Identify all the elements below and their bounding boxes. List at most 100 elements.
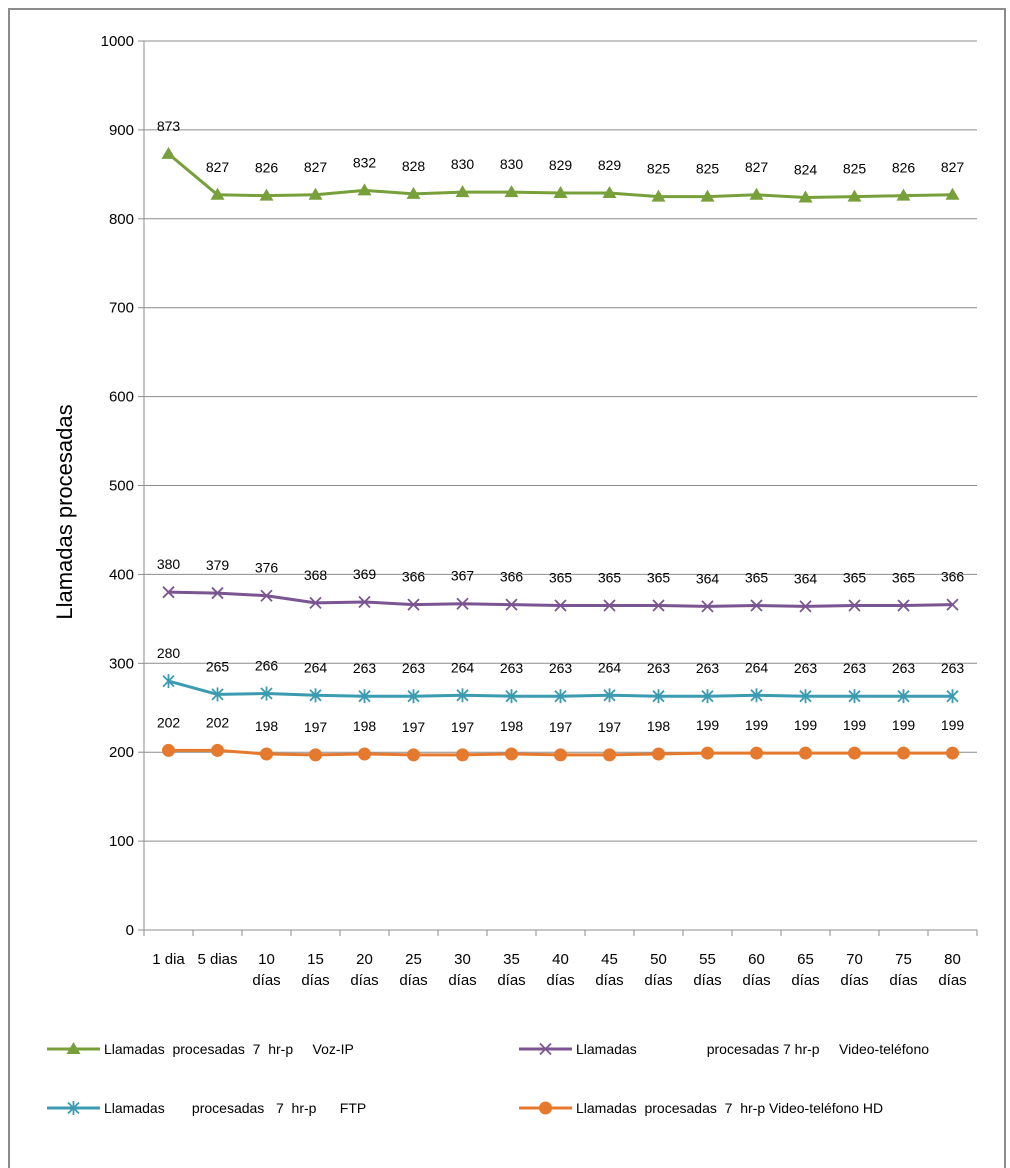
data-point xyxy=(602,186,617,199)
data-label: 826 xyxy=(255,160,279,176)
data-label: 365 xyxy=(745,570,769,586)
legend-item: Llamadas procesadas 7 hr-p Video-teléfon… xyxy=(519,1100,883,1116)
marker-stroke xyxy=(309,596,322,609)
y-axis-label: Llamadas procesadas xyxy=(52,404,77,619)
legend-swatch-marker xyxy=(66,1042,81,1054)
data-point xyxy=(799,600,812,613)
data-point xyxy=(750,688,763,703)
data-label: 280 xyxy=(157,645,181,661)
data-point xyxy=(896,188,911,201)
y-tick-label: 300 xyxy=(109,655,134,672)
y-tick-label: 800 xyxy=(109,211,134,228)
data-label: 202 xyxy=(206,714,230,730)
data-label: 366 xyxy=(402,569,426,585)
data-label: 873 xyxy=(157,118,181,134)
x-tick-label: 65 días xyxy=(791,951,819,989)
x-tick-label-line: días xyxy=(399,972,427,989)
data-point xyxy=(701,746,714,760)
series-2 xyxy=(162,586,959,613)
data-label: 263 xyxy=(402,660,426,676)
x-tick-label: 40 días xyxy=(546,951,574,989)
data-point xyxy=(652,689,665,704)
data-point xyxy=(652,747,665,761)
x-tick-label-line: 55 xyxy=(699,951,716,968)
data-point xyxy=(505,747,518,761)
x-tick-label: 1 dia xyxy=(152,951,185,968)
data-label: 199 xyxy=(794,717,818,733)
data-point xyxy=(504,185,519,198)
x-tick-label-line: 65 xyxy=(797,951,814,968)
data-point xyxy=(358,595,371,609)
data-label: 830 xyxy=(500,156,524,172)
data-point xyxy=(211,743,224,757)
x-tick-label-line: días xyxy=(350,972,378,989)
x-tick-label-line: 25 xyxy=(405,951,422,968)
data-point xyxy=(848,689,861,704)
marker-stroke xyxy=(456,597,469,610)
data-label: 198 xyxy=(500,718,524,734)
data-point xyxy=(456,597,469,610)
y-tick-label: 0 xyxy=(126,922,134,939)
data-point xyxy=(309,748,322,762)
data-point xyxy=(260,747,273,761)
marker-stroke xyxy=(701,600,714,613)
data-label: 263 xyxy=(549,660,573,676)
data-label: 263 xyxy=(892,660,916,676)
x-tick-label-line: días xyxy=(889,972,917,989)
data-point xyxy=(259,188,274,201)
x-tick-label-line: días xyxy=(938,972,966,989)
data-point xyxy=(211,687,224,702)
data-point xyxy=(847,189,862,202)
x-tick-label: 15 días xyxy=(301,951,329,989)
data-point xyxy=(162,743,175,757)
data-point xyxy=(750,599,763,612)
x-tick-label-line: 75 xyxy=(895,951,912,968)
data-label: 367 xyxy=(451,568,475,584)
x-tick-label: 80 días xyxy=(938,951,966,989)
legend-swatch-marker xyxy=(67,1101,80,1115)
data-point xyxy=(161,146,176,159)
axes xyxy=(138,40,978,936)
data-point xyxy=(309,688,322,703)
data-label: 197 xyxy=(451,719,475,735)
series-3 xyxy=(162,674,959,704)
marker-stroke xyxy=(211,586,224,600)
marker-stroke xyxy=(750,599,763,612)
data-point xyxy=(554,748,567,762)
y-tick-label: 600 xyxy=(109,389,134,406)
data-point xyxy=(946,746,959,760)
data-label: 827 xyxy=(941,159,965,175)
x-tick-label-line: 20 xyxy=(356,951,373,968)
x-tick-label: 45 días xyxy=(595,951,623,989)
y-tick-label: 100 xyxy=(109,833,134,850)
data-label: 824 xyxy=(794,161,818,177)
legend-label: Llamadas procesadas 7 hr-p Voz-IP xyxy=(104,1041,354,1057)
x-tick-label-line: 10 xyxy=(258,951,275,968)
data-point xyxy=(162,674,175,689)
data-label: 832 xyxy=(353,154,377,170)
x-tick-label-line: 35 xyxy=(503,951,520,968)
data-point xyxy=(700,189,715,202)
data-point xyxy=(357,183,372,196)
data-label: 198 xyxy=(647,718,671,734)
series-1 xyxy=(161,146,960,203)
data-label: 366 xyxy=(500,569,524,585)
chart-frame xyxy=(8,8,1006,1168)
data-point xyxy=(553,186,568,199)
data-label: 828 xyxy=(402,158,426,174)
x-tick-label: 60 días xyxy=(742,951,770,989)
x-tick-label-line: 70 xyxy=(846,951,863,968)
legend-item: Llamadas procesadas 7 hr-p Video-teléfon… xyxy=(519,1041,929,1057)
data-point xyxy=(455,185,470,198)
data-label: 199 xyxy=(696,717,720,733)
data-label: 364 xyxy=(696,570,720,586)
data-point xyxy=(407,689,420,704)
data-label: 368 xyxy=(304,567,328,583)
x-tick-label-line: 60 xyxy=(748,951,765,968)
legend: Llamadas procesadas 7 hr-p Voz-IP Llamada… xyxy=(47,1041,929,1116)
series-4 xyxy=(162,743,959,762)
legend-label: Llamadas procesadas 7 hr-p Video-teléfon… xyxy=(576,1100,883,1116)
data-point xyxy=(260,589,273,602)
x-tick-label-line: 45 xyxy=(601,951,618,968)
